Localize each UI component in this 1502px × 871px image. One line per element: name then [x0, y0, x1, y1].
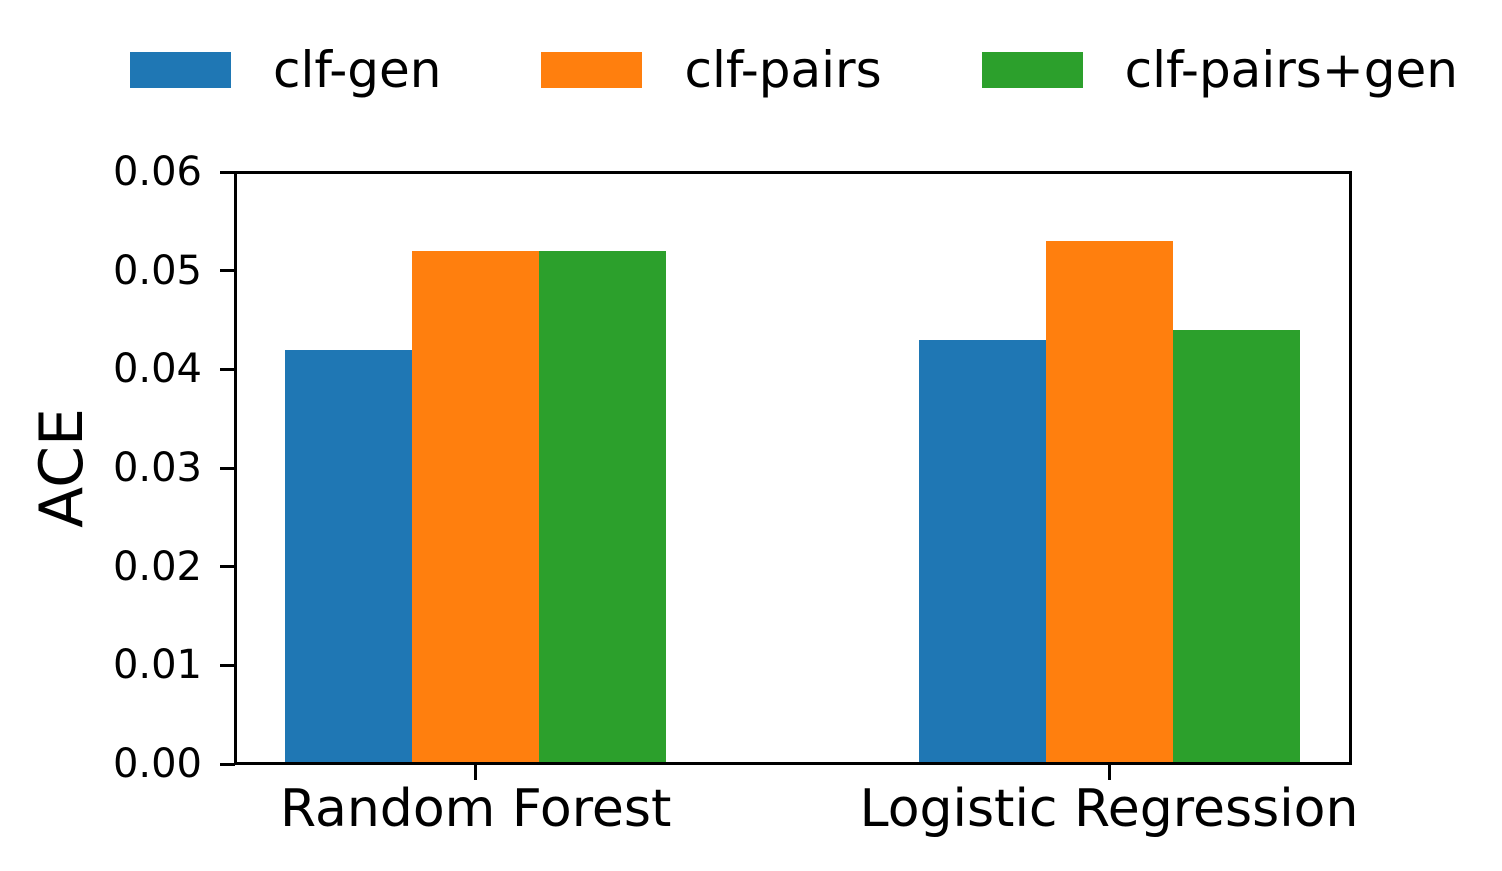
y-axis-label: ACE — [27, 408, 97, 528]
y-tick-label: 0.06 — [112, 149, 202, 195]
legend-item-clf-gen: clf-gen — [130, 40, 441, 100]
y-tick-label: 0.00 — [112, 741, 202, 787]
y-tick-mark — [220, 565, 235, 569]
y-tick-mark — [220, 466, 235, 470]
bar-random-forest-clf-pairs — [412, 251, 539, 764]
bar-logistic-regression-clf-pairs-gen — [1173, 330, 1300, 764]
legend-label: clf-pairs — [684, 41, 882, 99]
x-tick-mark — [1107, 765, 1111, 780]
y-tick-mark — [220, 367, 235, 371]
legend-label: clf-gen — [273, 41, 442, 99]
y-tick-label: 0.02 — [112, 543, 202, 590]
x-tick-label-random-forest: Random Forest — [280, 779, 672, 839]
y-tick-label: 0.01 — [112, 642, 202, 689]
y-tick-label: 0.03 — [112, 445, 202, 491]
legend-swatch-clf-pairs — [541, 52, 643, 88]
legend-swatch-clf-gen — [130, 52, 231, 88]
x-tick-mark — [474, 765, 478, 780]
y-tick-mark — [220, 663, 235, 667]
x-tick-label-logistic-regression: Logistic Regression — [859, 779, 1359, 839]
y-tick-mark — [220, 269, 235, 273]
y-tick-mark — [220, 762, 235, 766]
bar-random-forest-clf-gen — [285, 350, 412, 764]
legend-item-clf-pairs: clf-pairs — [541, 40, 882, 100]
y-tick-label: 0.04 — [112, 346, 202, 393]
y-tick-mark — [220, 170, 235, 174]
legend-swatch-clf-pairs-gen — [981, 52, 1083, 88]
legend: clf-gen clf-pairs clf-pairs+gen — [130, 40, 1458, 100]
bar-logistic-regression-clf-gen — [919, 340, 1046, 764]
bar-logistic-regression-clf-pairs — [1046, 241, 1173, 764]
legend-label: clf-pairs+gen — [1124, 41, 1458, 99]
legend-item-clf-pairs-gen: clf-pairs+gen — [981, 40, 1458, 100]
bar-random-forest-clf-pairs-gen — [539, 251, 666, 764]
y-tick-label: 0.05 — [112, 247, 202, 294]
